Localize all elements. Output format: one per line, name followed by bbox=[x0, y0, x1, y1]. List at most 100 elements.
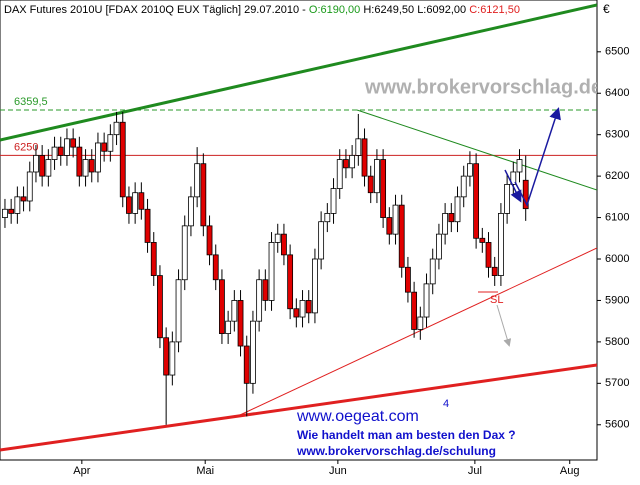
candle-body bbox=[95, 142, 101, 173]
candle-body bbox=[76, 146, 83, 177]
candle-body bbox=[113, 121, 120, 136]
candle-body bbox=[367, 175, 374, 194]
candle-body bbox=[14, 196, 21, 214]
candle-body bbox=[57, 146, 64, 156]
low: L:6092,00 bbox=[417, 4, 466, 16]
note: www.brokervorschlag.de/schulung bbox=[296, 444, 496, 458]
candle-body bbox=[200, 163, 207, 227]
candle-body bbox=[299, 300, 306, 318]
candle-body bbox=[157, 275, 163, 339]
candle-body bbox=[374, 159, 380, 194]
candle-body bbox=[274, 233, 281, 243]
x-tick-label: Jun bbox=[329, 465, 347, 477]
candle-body bbox=[454, 196, 461, 223]
candle-body bbox=[262, 279, 269, 301]
candle-body bbox=[188, 196, 194, 227]
candle-body bbox=[39, 155, 46, 177]
candle-body bbox=[405, 266, 411, 293]
candle-body bbox=[330, 188, 337, 214]
sl-label: SL bbox=[490, 294, 503, 306]
candle-body bbox=[163, 337, 170, 376]
arrow bbox=[496, 304, 512, 347]
candle-body bbox=[281, 233, 287, 256]
candle-body bbox=[250, 320, 256, 384]
candle-body bbox=[237, 300, 244, 347]
candle-body bbox=[522, 179, 529, 210]
candle-body bbox=[516, 159, 523, 173]
candle-body bbox=[181, 225, 188, 281]
drawings: www.brokervorschlag.de bbox=[0, 3, 602, 452]
candle-body bbox=[206, 225, 213, 256]
candle-body bbox=[268, 242, 275, 301]
candle-body bbox=[429, 258, 436, 285]
note: hier werden sie geholfen ! bbox=[297, 459, 445, 473]
candle-body bbox=[64, 138, 70, 156]
candle-body bbox=[423, 283, 430, 318]
candle-body bbox=[355, 138, 362, 156]
candle-body bbox=[343, 159, 349, 169]
candle-body bbox=[380, 159, 387, 218]
x-tick-label: Aug bbox=[560, 465, 580, 477]
candle-body bbox=[256, 279, 263, 322]
candle-body bbox=[51, 146, 58, 160]
candle-body bbox=[398, 204, 405, 268]
instrument: DAX Futures 2010U [FDAX 2010Q EUX Täglic… bbox=[4, 4, 306, 16]
x-tick-label: Mai bbox=[196, 465, 214, 477]
candle-body bbox=[225, 320, 232, 335]
x-tick-label: Jul bbox=[468, 465, 482, 477]
candle-body bbox=[473, 163, 480, 239]
candle-body bbox=[287, 254, 294, 310]
open: O:6190,00 bbox=[309, 4, 360, 16]
candle-body bbox=[231, 300, 238, 322]
candle-body bbox=[175, 279, 182, 343]
high: H:6249,50 bbox=[363, 4, 414, 16]
candle-body bbox=[510, 171, 517, 185]
candle-body bbox=[20, 196, 27, 202]
candle-body bbox=[392, 204, 399, 235]
candle-body bbox=[336, 159, 343, 189]
candle-body bbox=[107, 134, 114, 152]
candle-body bbox=[144, 208, 151, 243]
candle-body bbox=[119, 121, 126, 198]
candle-body bbox=[8, 208, 15, 214]
currency: € bbox=[603, 2, 610, 16]
y-tick-label: 6300 bbox=[605, 129, 629, 141]
plot-area bbox=[0, 0, 598, 461]
y-tick-label: 6000 bbox=[605, 253, 629, 265]
site-label: www.oegeat.com bbox=[296, 408, 419, 425]
y-tick-label: 5700 bbox=[605, 377, 629, 389]
candle-body bbox=[442, 213, 449, 235]
y-tick-label: 6100 bbox=[605, 211, 629, 223]
level-label: 6359,5 bbox=[14, 96, 48, 108]
candle-body bbox=[82, 159, 89, 177]
candle-body bbox=[101, 142, 108, 152]
candle-body bbox=[386, 217, 393, 235]
trend-line bbox=[0, 363, 597, 452]
candle-body bbox=[305, 300, 312, 314]
candle-body bbox=[45, 159, 52, 177]
wave-label: 4 bbox=[443, 398, 449, 410]
candle-body bbox=[411, 291, 418, 330]
candle-body bbox=[312, 258, 318, 314]
watermark: www.brokervorschlag.de bbox=[364, 76, 602, 98]
note: Wie handelt man am besten den Dax ? bbox=[297, 428, 516, 442]
candle-body bbox=[479, 237, 486, 243]
candle-body bbox=[436, 233, 442, 260]
candle-body bbox=[485, 242, 492, 268]
candle-body bbox=[448, 213, 455, 223]
candle-body bbox=[169, 341, 176, 376]
y-tick-label: 6200 bbox=[605, 170, 629, 182]
candle-body bbox=[219, 279, 225, 335]
candle-body bbox=[138, 192, 145, 210]
y-tick-label: 6400 bbox=[605, 87, 629, 99]
candle-body bbox=[491, 266, 498, 276]
y-tick-label: 6500 bbox=[605, 46, 629, 58]
candle-body bbox=[2, 208, 8, 218]
trend-line bbox=[356, 109, 597, 191]
candle-body bbox=[460, 175, 467, 198]
candle-body bbox=[498, 213, 504, 276]
candle-body bbox=[150, 242, 157, 276]
candle-body bbox=[361, 138, 368, 177]
header: DAX Futures 2010U [FDAX 2010Q EUX Täglic… bbox=[4, 4, 520, 16]
